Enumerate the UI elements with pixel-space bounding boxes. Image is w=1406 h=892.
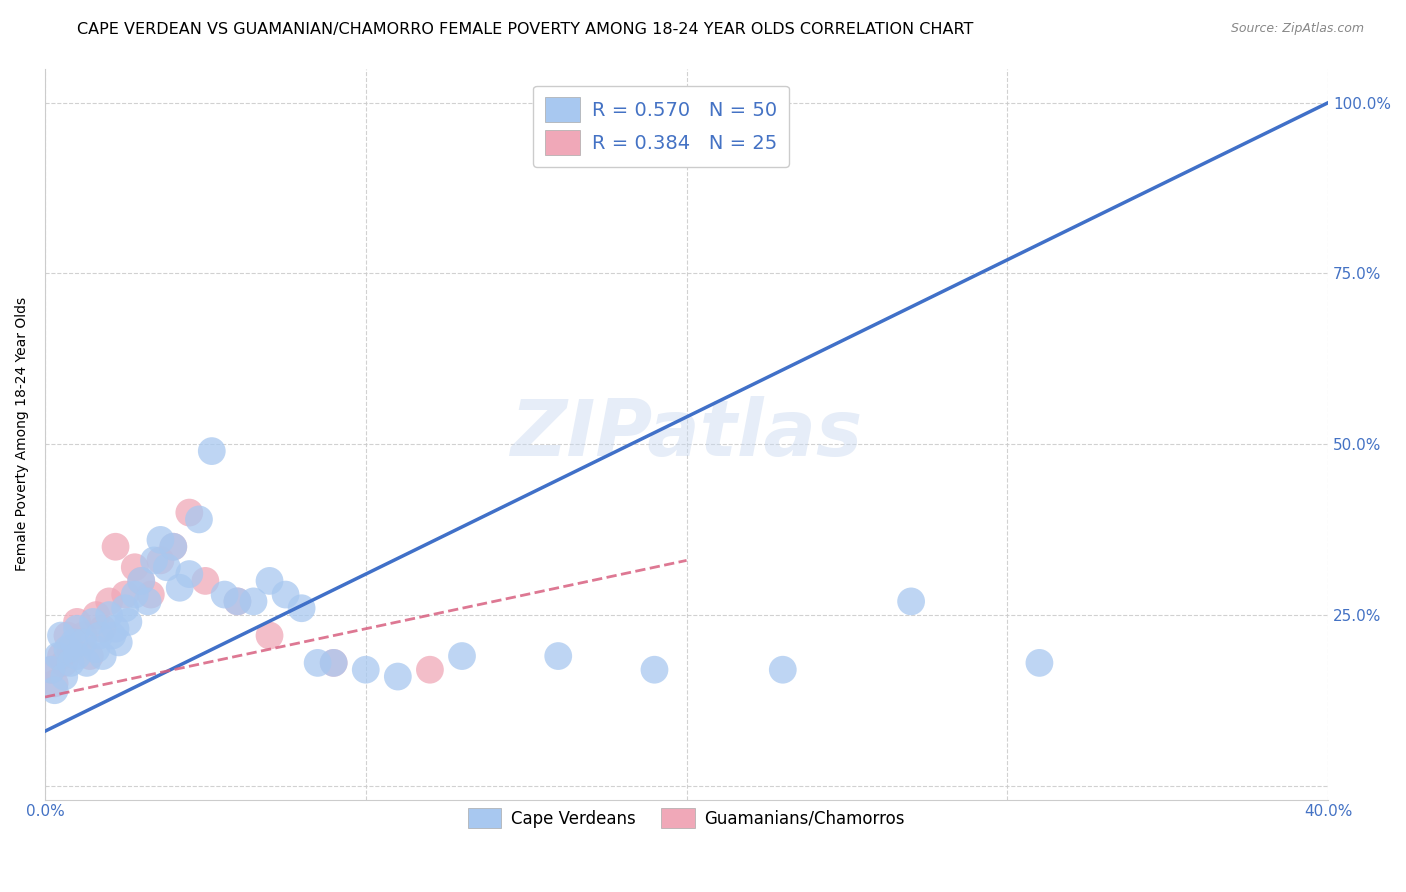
Point xyxy=(91,648,114,663)
Point xyxy=(307,656,329,670)
Point xyxy=(104,540,127,554)
Point xyxy=(136,594,159,608)
Point xyxy=(117,615,139,629)
Point xyxy=(188,512,211,526)
Point xyxy=(49,648,72,663)
Point xyxy=(104,622,127,636)
Point xyxy=(179,567,201,582)
Point xyxy=(226,594,249,608)
Point xyxy=(179,506,201,520)
Point xyxy=(76,656,98,670)
Point xyxy=(547,648,569,663)
Point xyxy=(772,663,794,677)
Point xyxy=(53,669,76,683)
Point xyxy=(66,615,89,629)
Point xyxy=(291,601,314,615)
Point xyxy=(169,581,191,595)
Point xyxy=(274,588,297,602)
Point xyxy=(107,635,129,649)
Point xyxy=(72,629,94,643)
Point xyxy=(59,642,82,657)
Point xyxy=(53,656,76,670)
Point xyxy=(214,588,236,602)
Point xyxy=(91,622,114,636)
Point xyxy=(143,553,166,567)
Point xyxy=(259,629,281,643)
Point xyxy=(114,601,136,615)
Point xyxy=(322,656,344,670)
Point xyxy=(84,608,107,623)
Point xyxy=(56,642,79,657)
Text: CAPE VERDEAN VS GUAMANIAN/CHAMORRO FEMALE POVERTY AMONG 18-24 YEAR OLDS CORRELAT: CAPE VERDEAN VS GUAMANIAN/CHAMORRO FEMAL… xyxy=(77,22,974,37)
Point xyxy=(259,574,281,588)
Point xyxy=(124,560,146,574)
Point xyxy=(194,574,217,588)
Point xyxy=(101,629,124,643)
Point xyxy=(46,648,69,663)
Point xyxy=(124,588,146,602)
Point xyxy=(162,540,184,554)
Legend: Cape Verdeans, Guamanians/Chamorros: Cape Verdeans, Guamanians/Chamorros xyxy=(461,801,911,835)
Point xyxy=(59,656,82,670)
Point xyxy=(226,594,249,608)
Point xyxy=(44,676,66,690)
Point xyxy=(162,540,184,554)
Point xyxy=(82,615,104,629)
Point xyxy=(41,663,63,677)
Point xyxy=(900,594,922,608)
Point xyxy=(84,642,107,657)
Point xyxy=(98,594,121,608)
Point xyxy=(114,588,136,602)
Point xyxy=(149,553,172,567)
Point xyxy=(129,574,152,588)
Point xyxy=(56,629,79,643)
Point xyxy=(419,663,441,677)
Point xyxy=(643,663,665,677)
Point xyxy=(139,588,162,602)
Point xyxy=(201,444,224,458)
Point xyxy=(387,669,409,683)
Point xyxy=(129,574,152,588)
Point xyxy=(79,648,101,663)
Point xyxy=(72,635,94,649)
Point xyxy=(354,663,377,677)
Point xyxy=(1028,656,1050,670)
Point xyxy=(66,622,89,636)
Point xyxy=(49,629,72,643)
Text: ZIPatlas: ZIPatlas xyxy=(510,396,863,472)
Point xyxy=(66,648,89,663)
Point xyxy=(41,663,63,677)
Point xyxy=(451,648,474,663)
Point xyxy=(44,683,66,698)
Point xyxy=(242,594,264,608)
Text: Source: ZipAtlas.com: Source: ZipAtlas.com xyxy=(1230,22,1364,36)
Point xyxy=(89,629,111,643)
Y-axis label: Female Poverty Among 18-24 Year Olds: Female Poverty Among 18-24 Year Olds xyxy=(15,297,30,571)
Point xyxy=(322,656,344,670)
Point xyxy=(149,533,172,547)
Point xyxy=(63,635,86,649)
Point xyxy=(156,560,179,574)
Point xyxy=(98,608,121,623)
